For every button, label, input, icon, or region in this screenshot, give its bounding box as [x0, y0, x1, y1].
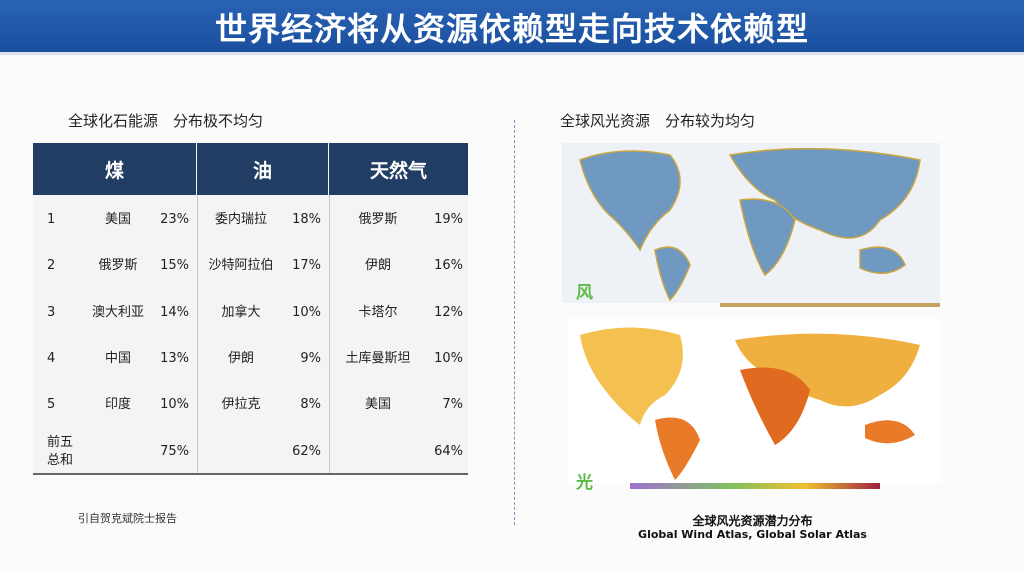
- table-cell: 10%: [160, 397, 189, 413]
- table-cell: 14%: [160, 304, 189, 320]
- title-bar: [0, 0, 1024, 55]
- column-header: 油: [197, 143, 328, 195]
- right-subtitle: 全球风光资源 分布较为均匀: [560, 112, 756, 130]
- table-cell: 3: [47, 304, 56, 320]
- table-cell: 16%: [434, 258, 463, 274]
- table-cell: 23%: [160, 212, 189, 227]
- table-cell: 5: [47, 397, 56, 413]
- table-cell: 8%: [300, 397, 321, 413]
- table-cell: 7%: [442, 397, 463, 413]
- table-cell: 1: [47, 212, 56, 227]
- solar-continents: [580, 327, 920, 480]
- table-cell: 沙特阿拉伯: [208, 258, 274, 274]
- table-cell: 62%: [292, 443, 321, 459]
- table-cell: 13%: [160, 350, 189, 366]
- column-separator: [197, 143, 198, 473]
- solar-label: 光: [576, 473, 593, 493]
- wind-continents: [579, 147, 921, 302]
- table-cell: 前五 总和: [47, 434, 74, 468]
- table-cell: 10%: [434, 350, 463, 366]
- table-cell: 9%: [300, 350, 321, 366]
- table-cell: 中国: [104, 350, 131, 366]
- table-cell: 15%: [160, 258, 189, 274]
- table-cell: 10%: [292, 304, 321, 320]
- map-caption: 全球风光资源潜力分布: [692, 514, 813, 528]
- table-cell: 64%: [434, 443, 463, 459]
- wind-legend: [720, 303, 940, 307]
- left-subtitle: 全球化石能源 分布极不均匀: [68, 112, 264, 130]
- table-cell: 18%: [292, 212, 321, 227]
- table-cell: 伊朗: [227, 350, 254, 366]
- column-header: 煤: [33, 143, 196, 195]
- table-cell: 19%: [434, 212, 463, 227]
- table-cell: 澳大利亚: [91, 304, 144, 320]
- table-cell: 美国: [364, 397, 391, 413]
- divider: [514, 120, 515, 525]
- table-cell: 委内瑞拉: [214, 212, 267, 227]
- source-note: 引自贺克斌院士报告: [78, 512, 177, 525]
- table-cell: 17%: [292, 258, 321, 274]
- table-cell: 俄罗斯: [358, 212, 398, 227]
- table-cell: 加拿大: [221, 304, 261, 320]
- table-cell: 2: [47, 258, 56, 274]
- table-cell: 俄罗斯: [98, 258, 138, 274]
- table-cell: 卡塔尔: [358, 304, 398, 320]
- table-cell: 美国: [104, 212, 131, 227]
- table-cell: 伊朗: [364, 258, 391, 274]
- slide-title: 世界经济将从资源依赖型走向技术依赖型: [214, 10, 809, 48]
- maps: [562, 143, 940, 489]
- table-cell: 75%: [160, 443, 189, 459]
- solar-legend: [630, 483, 880, 489]
- map-credit: Global Wind Atlas, Global Solar Atlas: [638, 528, 867, 541]
- table-cell: 印度: [104, 397, 131, 413]
- table-cell: 4: [47, 350, 56, 366]
- column-header: 天然气: [329, 143, 468, 195]
- table-cell: 土库曼斯坦: [345, 350, 411, 366]
- table-cell: 伊拉克: [221, 397, 261, 413]
- table: 煤油天然气 1 美国 23% 委内瑞拉 18% 俄罗斯 19% 2 俄罗斯 15% 沙特阿拉伯 17% 伊…: [33, 143, 468, 475]
- table-cell: 12%: [434, 304, 463, 320]
- column-separator: [329, 143, 330, 473]
- wind-label: 风: [576, 283, 593, 303]
